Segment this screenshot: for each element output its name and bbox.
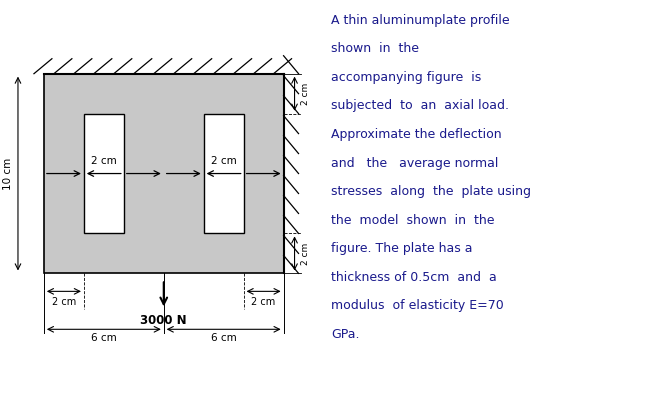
Text: thickness of 0.5cm  and  a: thickness of 0.5cm and a — [331, 271, 496, 284]
Text: stresses  along  the  plate using: stresses along the plate using — [331, 185, 531, 198]
Bar — [204, 114, 244, 233]
Text: A thin aluminumplate profile: A thin aluminumplate profile — [331, 13, 510, 27]
Text: 2 cm: 2 cm — [301, 83, 310, 105]
Text: 2 cm: 2 cm — [52, 297, 76, 307]
Text: Approximate the deflection: Approximate the deflection — [331, 128, 501, 141]
Bar — [84, 114, 124, 233]
Text: 10 cm: 10 cm — [3, 158, 13, 190]
Text: 6 cm: 6 cm — [211, 333, 236, 343]
Text: 3000 N: 3000 N — [140, 314, 187, 327]
Text: 2 cm: 2 cm — [211, 156, 236, 166]
Text: GPa.: GPa. — [331, 328, 360, 341]
Text: 6 cm: 6 cm — [91, 333, 117, 343]
Text: figure. The plate has a: figure. The plate has a — [331, 242, 472, 255]
Text: 2 cm: 2 cm — [252, 297, 276, 307]
Text: accompanying figure  is: accompanying figure is — [331, 71, 481, 84]
Text: modulus  of elasticity E=70: modulus of elasticity E=70 — [331, 299, 504, 312]
Text: 2 cm: 2 cm — [91, 156, 117, 166]
Bar — [44, 74, 284, 274]
Text: the  model  shown  in  the: the model shown in the — [331, 214, 495, 227]
Text: subjected  to  an  axial load.: subjected to an axial load. — [331, 99, 509, 112]
Text: shown  in  the: shown in the — [331, 42, 419, 55]
Text: and   the   average normal: and the average normal — [331, 156, 498, 170]
Text: 2 cm: 2 cm — [301, 242, 310, 264]
